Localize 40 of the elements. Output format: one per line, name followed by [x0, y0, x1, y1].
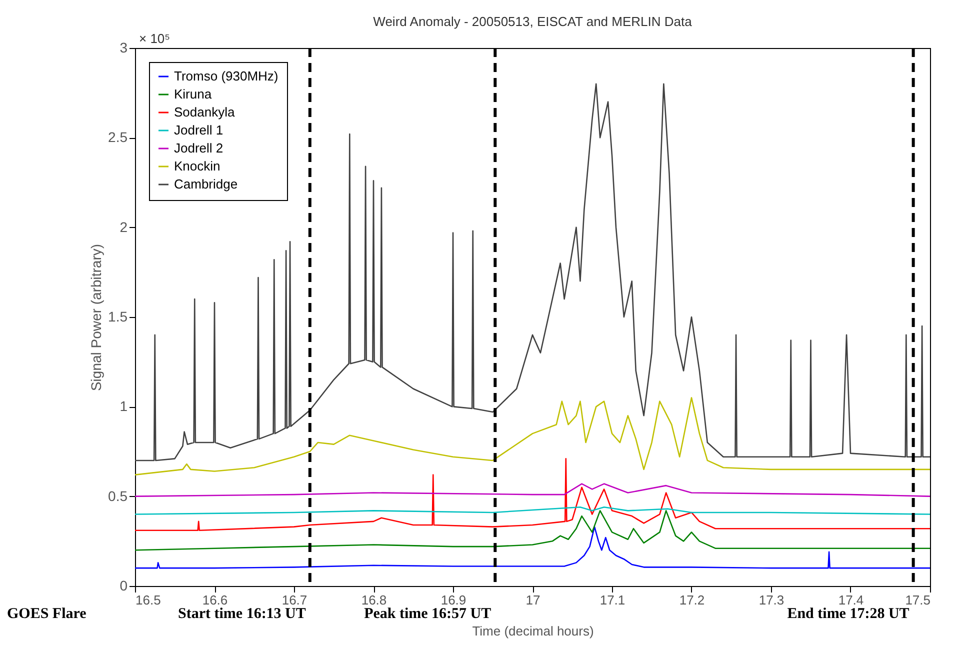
x-tick-label: 16.7	[282, 592, 308, 608]
legend-label: Kiruna	[174, 86, 212, 102]
line-series	[135, 506, 930, 515]
x-axis-title: Time (decimal hours)	[472, 624, 594, 638]
x-tick-label: 16.8	[361, 592, 387, 608]
x-tick-label: 17.2	[679, 592, 705, 608]
legend-label: Cambridge	[174, 176, 238, 192]
line-series	[135, 83, 930, 462]
text: End time 17:28 UT	[787, 606, 910, 622]
line-series	[135, 458, 930, 532]
line-series	[135, 397, 930, 476]
legend-label: Jodrell 2	[174, 140, 224, 156]
x-tick-label: 17.1	[600, 592, 626, 608]
line-series	[135, 526, 930, 569]
y-tick-label: 0	[120, 578, 128, 594]
x-tick-label: 17.3	[758, 592, 784, 608]
legend-label: Sodankyla	[174, 104, 236, 120]
x-tick-label: 16.9	[440, 592, 466, 608]
text: Peak time 16:57 UT	[364, 606, 492, 622]
x-tick-label: 16.6	[202, 592, 228, 608]
y-tick-label: 3	[120, 40, 128, 56]
x-tick-label: 17.4	[838, 592, 864, 608]
y-axis-title: Signal Power (arbitrary)	[88, 244, 104, 392]
line-series	[135, 510, 930, 551]
legend-label: Jodrell 1	[174, 122, 224, 138]
x-tick-label: 16.5	[136, 592, 161, 608]
y-tick-label: 0.5	[108, 488, 128, 504]
y-tick-label: 1	[120, 398, 128, 414]
y-tick-label: 2	[120, 218, 128, 235]
line-series	[135, 483, 930, 497]
y-tick-label: 2.5	[108, 129, 128, 146]
text: Start time 16:13 UT	[178, 606, 306, 622]
legend-label: Knockin	[174, 158, 220, 174]
legend-label: Tromso (930MHz)	[174, 68, 278, 84]
x-tick-label: 17.5	[905, 592, 930, 608]
text: GOES Flare	[7, 606, 87, 622]
chart-title: Weird Anomaly - 20050513, EISCAT and MERLIN Data	[373, 14, 693, 29]
text: × 10⁵	[139, 31, 170, 46]
x-tick-label: 17	[526, 592, 540, 608]
y-tick-label: 1.5	[108, 308, 128, 324]
